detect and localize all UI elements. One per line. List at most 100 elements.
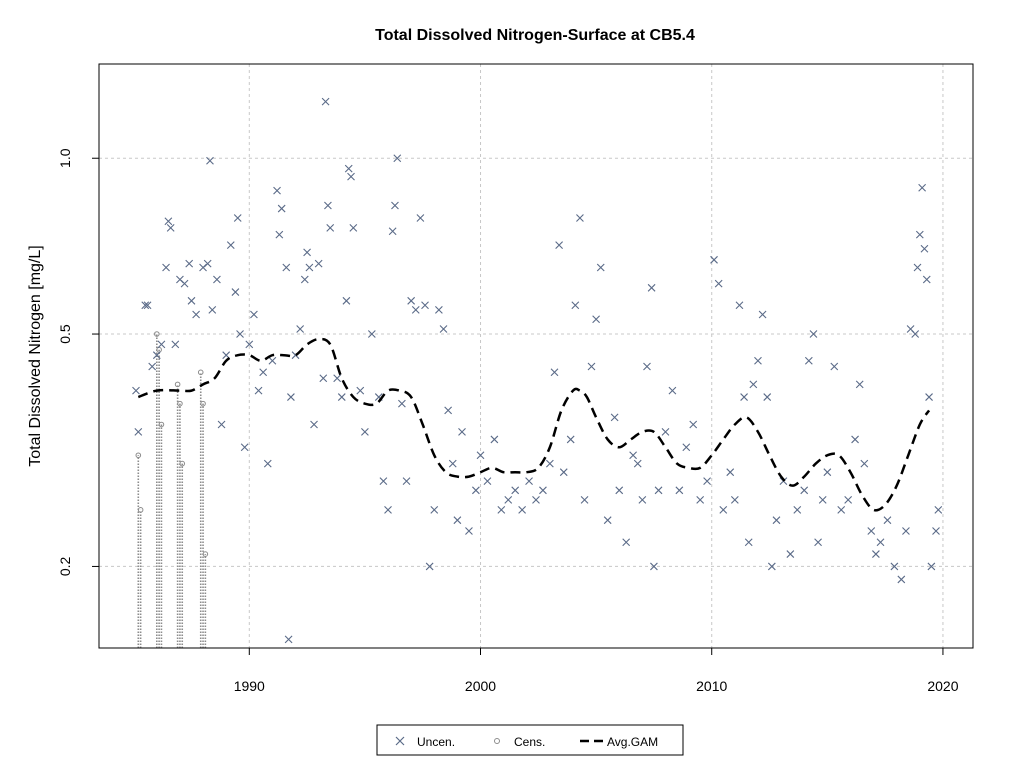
uncensored-point: [793, 505, 802, 514]
uncensored-point: [465, 527, 473, 535]
uncensored-point: [240, 443, 249, 452]
y-tick-label: 0.2: [57, 556, 73, 576]
uncensored-point: [571, 301, 580, 310]
uncensored-point: [876, 538, 885, 547]
grid-layer: [99, 64, 973, 648]
uncensored-point: [744, 538, 753, 547]
uncensored-point: [166, 223, 175, 232]
uncensored-point: [511, 486, 520, 495]
legend-label-gam: Avg.GAM: [607, 735, 658, 749]
uncensored-point: [471, 486, 480, 495]
uncensored-point: [532, 496, 540, 504]
uncensored-point: [143, 301, 152, 310]
uncensored-point: [559, 468, 568, 477]
uncensored-point: [772, 516, 781, 525]
censored-series-layer: [135, 331, 209, 648]
uncensored-point: [367, 330, 376, 338]
uncensored-point: [497, 505, 506, 514]
uncensored-point: [490, 435, 499, 444]
uncensored-point: [855, 380, 864, 389]
uncensored-point: [804, 356, 813, 365]
x-tick-label: 2000: [465, 678, 496, 694]
uncensored-point: [629, 451, 637, 460]
uncensored-point: [754, 356, 762, 365]
uncensored-point: [287, 393, 295, 401]
uncensored-point: [668, 386, 677, 395]
censored-point: [197, 369, 204, 376]
uncensored-point: [164, 217, 173, 226]
uncensored-point: [250, 310, 258, 319]
uncensored-point: [444, 406, 453, 415]
uncensored-point: [344, 164, 353, 173]
chart-title: Total Dissolved Nitrogen-Surface at CB5.…: [375, 27, 695, 44]
uncensored-point: [324, 201, 332, 210]
uncensored-point: [217, 420, 226, 429]
uncensored-point: [203, 259, 212, 268]
uncensored-point: [872, 550, 880, 558]
legend-item-uncen: Uncen.: [395, 735, 455, 749]
uncensored-point: [187, 296, 196, 305]
uncensored-point: [566, 435, 575, 444]
uncensored-point: [162, 263, 170, 272]
uncensored-point: [545, 459, 554, 468]
legend-item-cens: Cens.: [494, 735, 545, 749]
uncensored-point: [915, 230, 924, 239]
uncensored-point: [180, 279, 189, 288]
uncensored-point: [388, 227, 397, 236]
uncensored-series-layer: [132, 97, 943, 644]
uncensored-point: [689, 420, 698, 429]
uncensored-point: [314, 259, 323, 268]
uncensored-point: [932, 527, 940, 535]
uncensored-point: [273, 186, 281, 195]
uncensored-point: [719, 505, 728, 514]
uncensored-point: [226, 241, 235, 249]
uncensored-point: [647, 283, 656, 292]
x-tick-label: 2010: [696, 678, 727, 694]
legend-item-gam: Avg.GAM: [580, 735, 658, 749]
censored-point: [202, 551, 209, 557]
uncensored-point: [321, 97, 330, 106]
censored-point: [177, 400, 183, 407]
uncensored-point: [233, 214, 242, 222]
uncensored-point: [132, 386, 140, 395]
uncensored-point: [596, 263, 605, 272]
legend-label-cens: Cens.: [514, 735, 545, 749]
uncensored-point: [587, 362, 596, 371]
uncensored-point: [393, 154, 402, 163]
uncensored-point: [453, 516, 462, 525]
uncensored-point: [883, 516, 892, 525]
uncensored-point: [236, 330, 244, 338]
plot-frame: [98, 63, 974, 649]
uncensored-point: [402, 477, 411, 485]
uncensored-point: [696, 496, 705, 504]
uncensored-point: [867, 527, 876, 535]
uncensored-point: [749, 380, 758, 389]
gam-series-layer: [137, 337, 931, 512]
uncensored-point: [763, 393, 772, 401]
uncensored-point: [814, 538, 822, 547]
uncensored-point: [407, 296, 416, 305]
uncensored-point: [326, 223, 335, 232]
y-tick-label: 1.0: [57, 148, 73, 168]
uncensored-point: [714, 279, 723, 288]
uncensored-point: [425, 562, 434, 571]
uncensored-point: [476, 451, 485, 460]
uncensored-point: [897, 575, 906, 584]
uncensored-point: [430, 505, 439, 514]
uncensored-point: [622, 538, 631, 547]
uncensored-point: [300, 275, 309, 284]
uncensored-point: [735, 301, 744, 310]
uncensored-point: [703, 477, 711, 485]
uncensored-point: [767, 562, 776, 571]
uncensored-point: [615, 486, 624, 495]
uncensored-point: [305, 263, 314, 272]
uncensored-point: [284, 635, 293, 644]
uncensored-point: [643, 362, 651, 371]
uncensored-point: [411, 305, 420, 314]
x-tick-label: 1990: [234, 678, 265, 694]
uncensored-point: [398, 399, 406, 408]
censored-point: [179, 460, 186, 467]
uncensored-point: [245, 340, 254, 349]
uncensored-point: [421, 301, 429, 310]
y-tick-label: 0.5: [57, 324, 73, 344]
